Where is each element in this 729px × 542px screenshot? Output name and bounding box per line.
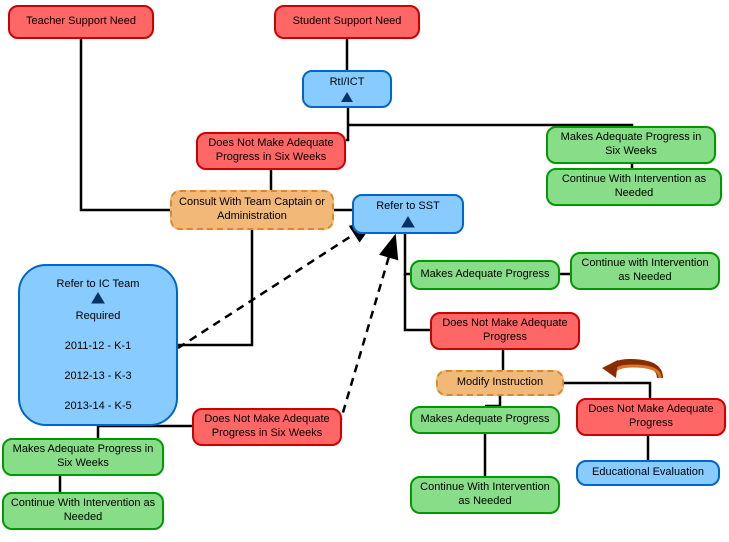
collapse-icon bbox=[91, 292, 105, 304]
label: Modify Instruction bbox=[457, 376, 543, 390]
no-progress-b: Does Not Make Adequate Progress bbox=[430, 312, 580, 350]
teacher-support-need: Teacher Support Need bbox=[8, 5, 154, 39]
continue-intervention-c: Continue With Intervention as Needed bbox=[410, 476, 560, 514]
label: Makes Adequate Progress in Six Weeks bbox=[552, 131, 710, 159]
label: Makes Adequate Progress in Six Weeks bbox=[8, 443, 158, 471]
label: Does Not Make Adequate Progress in Six W… bbox=[198, 413, 336, 441]
label: Refer to SST bbox=[376, 200, 440, 214]
refer-to-ic-team: Refer to IC Team Required 2011-12 - K-1 … bbox=[18, 264, 178, 426]
no-progress-6wk-b: Does Not Make Adequate Progress in Six W… bbox=[192, 408, 342, 446]
label: Continue With Intervention as Needed bbox=[552, 173, 716, 201]
label: Continue With Intervention as Needed bbox=[416, 481, 554, 509]
consult-team-captain: Consult With Team Captain or Administrat… bbox=[170, 190, 334, 230]
continue-intervention-b: Continue with Intervention as Needed bbox=[570, 252, 720, 290]
makes-progress-c: Makes Adequate Progress bbox=[410, 406, 560, 434]
year-line-2: 2012-13 - K-3 bbox=[30, 370, 166, 382]
makes-progress-6wk-b: Makes Adequate Progress in Six Weeks bbox=[2, 438, 164, 476]
label: Continue with Intervention as Needed bbox=[576, 257, 714, 285]
no-progress-6wk-a: Does Not Make Adequate Progress in Six W… bbox=[196, 132, 346, 170]
loop-back-arrow-icon bbox=[600, 356, 670, 386]
no-progress-c: Does Not Make Adequate Progress bbox=[576, 398, 726, 436]
label: Does Not Make Adequate Progress bbox=[436, 317, 574, 345]
rti-ict: RtI/ICT bbox=[302, 70, 392, 108]
collapse-icon bbox=[401, 216, 415, 228]
continue-intervention-d: Continue With Intervention as Needed bbox=[2, 492, 164, 530]
label: RtI/ICT bbox=[330, 76, 365, 90]
collapse-icon bbox=[340, 92, 354, 102]
educational-evaluation: Educational Evaluation bbox=[576, 460, 720, 486]
label: Does Not Make Adequate Progress bbox=[582, 403, 720, 431]
label: Teacher Support Need bbox=[26, 15, 136, 29]
label: Student Support Need bbox=[293, 15, 402, 29]
subtitle: Required bbox=[30, 310, 166, 322]
makes-progress-6wk-a: Makes Adequate Progress in Six Weeks bbox=[546, 126, 716, 164]
continue-intervention-a: Continue With Intervention as Needed bbox=[546, 168, 722, 206]
year-line-3: 2013-14 - K-5 bbox=[30, 400, 166, 412]
year-line-1: 2011-12 - K-1 bbox=[30, 340, 166, 352]
refer-to-sst: Refer to SST bbox=[352, 194, 464, 234]
student-support-need: Student Support Need bbox=[274, 5, 420, 39]
modify-instruction: Modify Instruction bbox=[436, 370, 564, 396]
label: Educational Evaluation bbox=[592, 466, 704, 480]
label: Consult With Team Captain or Administrat… bbox=[176, 196, 328, 224]
makes-progress-b: Makes Adequate Progress bbox=[410, 260, 560, 290]
label: Does Not Make Adequate Progress in Six W… bbox=[202, 137, 340, 165]
label: Continue With Intervention as Needed bbox=[8, 497, 158, 525]
label: Makes Adequate Progress bbox=[420, 268, 549, 282]
label: Makes Adequate Progress bbox=[420, 413, 549, 427]
title: Refer to IC Team bbox=[30, 278, 166, 290]
